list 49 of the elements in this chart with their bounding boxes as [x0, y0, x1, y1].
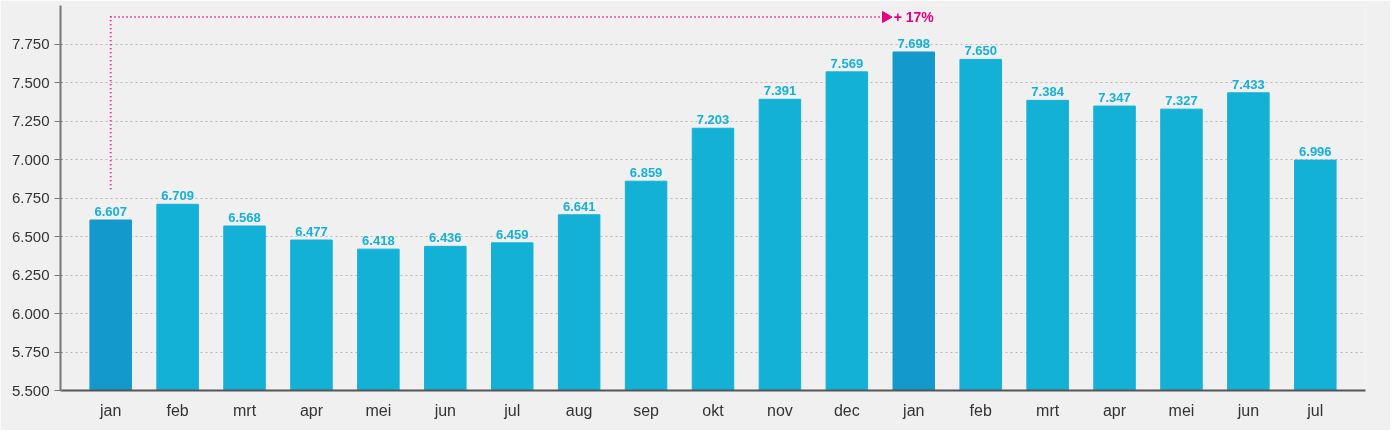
y-tick-label: 7.250	[11, 112, 50, 129]
x-tick-label: aug	[565, 401, 593, 419]
x-tick-label: jun	[1236, 401, 1260, 419]
data-label: 6.477	[295, 224, 328, 240]
x-tick-label: jun	[433, 401, 456, 419]
data-label: 6.568	[228, 210, 261, 226]
y-tick-label: 6.750	[11, 189, 50, 206]
data-label: 7.433	[1232, 76, 1265, 92]
data-label: 6.859	[629, 165, 663, 181]
y-tick-label: 5.750	[11, 343, 50, 360]
y-tick-label: 7.500	[11, 73, 50, 91]
data-label: 6.709	[161, 188, 194, 204]
x-tick-label: mei	[1168, 401, 1195, 419]
x-tick-label: dec	[833, 401, 860, 419]
x-tick-label: mrt	[1036, 401, 1060, 419]
data-label: 7.327	[1165, 93, 1198, 109]
data-label: 7.650	[964, 43, 997, 59]
data-label: 6.607	[94, 204, 127, 220]
x-tick-label: okt	[702, 401, 725, 419]
x-tick-label: jan	[99, 401, 122, 419]
x-tick-label: jul	[1306, 401, 1324, 419]
x-tick-label: mrt	[232, 401, 257, 419]
y-tick-label: 6.250	[11, 266, 50, 283]
y-tick-label: 6.000	[11, 304, 50, 322]
data-label: 7.698	[897, 36, 931, 52]
data-label: 7.569	[830, 55, 864, 71]
data-label: 6.459	[495, 226, 529, 242]
data-label: 7.347	[1098, 90, 1131, 106]
y-tick-label: 7.000	[11, 150, 50, 168]
data-label: 6.996	[1299, 144, 1332, 160]
y-tick-label: 7.750	[11, 35, 50, 52]
data-label: 6.641	[562, 198, 596, 214]
x-tick-label: feb	[166, 401, 189, 419]
x-tick-label: mei	[365, 401, 392, 419]
x-tick-label: nov	[767, 401, 793, 419]
data-label: 6.436	[429, 230, 462, 246]
x-tick-label: sep	[633, 401, 660, 419]
x-tick-label: jan	[902, 401, 925, 419]
y-tick-label: 6.500	[11, 227, 50, 245]
data-label: 6.418	[362, 233, 395, 249]
data-label: 7.391	[763, 83, 797, 99]
data-label: 7.384	[1031, 84, 1065, 100]
annotation: + 17%	[893, 9, 935, 26]
y-tick-label: 5.500	[11, 381, 50, 399]
x-tick-label: jul	[503, 401, 521, 419]
x-tick-label: apr	[1102, 401, 1127, 419]
x-tick-label: apr	[299, 401, 324, 419]
data-label: 7.203	[696, 112, 730, 128]
x-tick-label: feb	[969, 401, 992, 419]
